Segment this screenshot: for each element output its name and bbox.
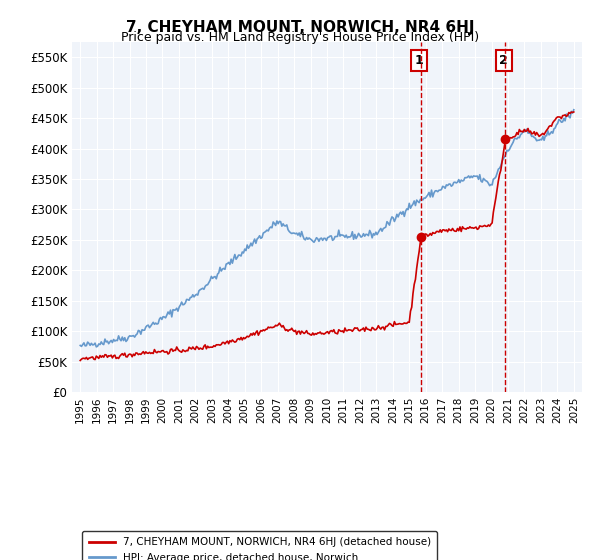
Text: Price paid vs. HM Land Registry's House Price Index (HPI): Price paid vs. HM Land Registry's House … [121,31,479,44]
Text: 7, CHEYHAM MOUNT, NORWICH, NR4 6HJ: 7, CHEYHAM MOUNT, NORWICH, NR4 6HJ [126,20,474,35]
Text: 2: 2 [499,54,508,67]
Text: 1: 1 [415,54,424,67]
Legend: 7, CHEYHAM MOUNT, NORWICH, NR4 6HJ (detached house), HPI: Average price, detache: 7, CHEYHAM MOUNT, NORWICH, NR4 6HJ (deta… [82,531,437,560]
